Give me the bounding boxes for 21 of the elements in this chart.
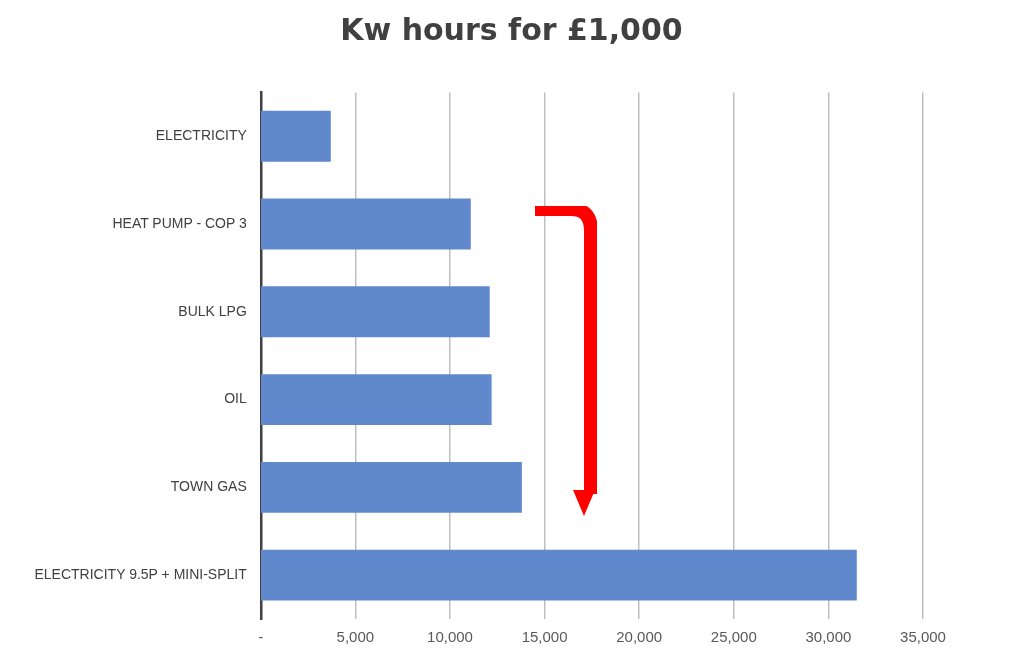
y-tick-label: HEAT PUMP - COP 3 <box>112 214 247 231</box>
bar <box>260 374 492 426</box>
bar <box>260 198 471 250</box>
x-tick-label: 30,000 <box>805 628 852 646</box>
x-tick-label: - <box>258 628 264 646</box>
x-tick-label: 5,000 <box>336 628 375 646</box>
chart-title: Kw hours for £1,000 <box>339 12 684 47</box>
x-tick-label: 20,000 <box>616 628 663 646</box>
bar <box>260 286 490 338</box>
x-tick-label: 10,000 <box>427 628 473 646</box>
y-tick-label: OIL <box>224 390 247 407</box>
x-tick-label: 25,000 <box>710 628 757 646</box>
bar <box>260 110 331 162</box>
bar <box>260 549 857 601</box>
y-tick-label: ELECTRICITY 9.5P + MINI-SPLIT <box>34 565 248 582</box>
y-tick-label: TOWN GAS <box>170 478 247 495</box>
y-tick-label: BULK LPG <box>178 302 247 319</box>
x-tick-label: 15,000 <box>521 628 568 646</box>
y-tick-label: ELECTRICITY <box>155 127 248 144</box>
x-tick-label: 35,000 <box>900 628 946 646</box>
bar <box>260 461 522 513</box>
